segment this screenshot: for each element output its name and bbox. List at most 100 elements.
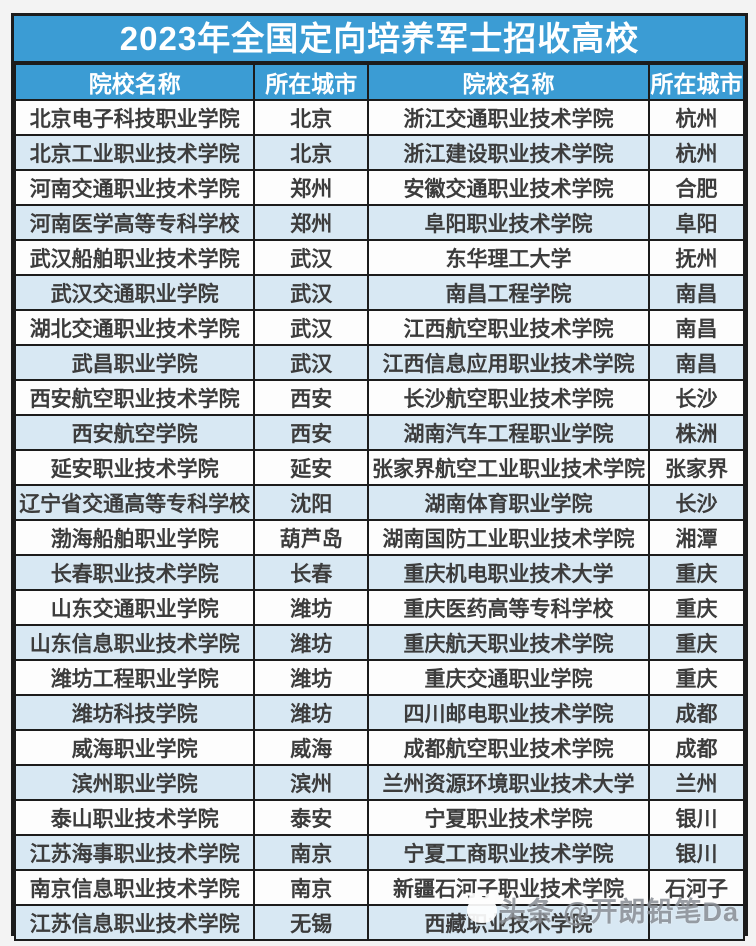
table-row: 武昌职业学院 武汉 江西信息应用职业技术学院 南昌 xyxy=(13,344,746,381)
college-name-cell: 河南医学高等专科学校 xyxy=(13,204,256,241)
header-college-right: 院校名称 xyxy=(367,63,650,101)
city-cell: 兰州 xyxy=(647,764,746,801)
city-cell: 银川 xyxy=(647,799,746,836)
city-cell: 沈阳 xyxy=(253,484,370,521)
college-name-cell: 成都航空职业技术学院 xyxy=(367,729,650,766)
city-cell: 抚州 xyxy=(647,239,746,276)
table-row: 江苏海事职业技术学院 南京 宁夏工商职业技术学院 银川 xyxy=(13,834,746,871)
college-name-cell: 西安航空职业技术学院 xyxy=(13,379,256,416)
college-name-cell: 滨州职业学院 xyxy=(13,764,256,801)
college-name-cell: 山东交通职业学院 xyxy=(13,589,256,626)
city-cell: 北京 xyxy=(253,99,370,136)
city-cell: 泰安 xyxy=(253,799,370,836)
college-name-cell: 江西航空职业技术学院 xyxy=(367,309,650,346)
city-cell: 南京 xyxy=(253,869,370,906)
city-cell: 长沙 xyxy=(647,484,746,521)
city-cell: 郑州 xyxy=(253,169,370,206)
college-name-cell: 河南交通职业技术学院 xyxy=(13,169,256,206)
table-row: 河南医学高等专科学校 郑州 阜阳职业技术学院 阜阳 xyxy=(13,204,746,241)
college-name-cell: 潍坊科技学院 xyxy=(13,694,256,731)
city-cell: 郑州 xyxy=(253,204,370,241)
college-name-cell: 宁夏职业技术学院 xyxy=(367,799,650,836)
table-row: 滨州职业学院 滨州 兰州资源环境职业技术大学 兰州 xyxy=(13,764,746,801)
city-cell: 合肥 xyxy=(647,169,746,206)
city-cell: 重庆 xyxy=(647,554,746,591)
table-row: 西安航空职业技术学院 西安 长沙航空职业技术学院 长沙 xyxy=(13,379,746,416)
city-cell: 重庆 xyxy=(647,624,746,661)
table-row: 河南交通职业技术学院 郑州 安徽交通职业技术学院 合肥 xyxy=(13,169,746,206)
city-cell: 南京 xyxy=(253,834,370,871)
city-cell: 延安 xyxy=(253,449,370,486)
table-row: 泰山职业技术学院 泰安 宁夏职业技术学院 银川 xyxy=(13,799,746,836)
recruitment-table: 2023年全国定向培养军士招收高校 院校名称 所在城市 院校名称 所在城市 北京… xyxy=(11,13,748,941)
college-name-cell: 安徽交通职业技术学院 xyxy=(367,169,650,206)
college-name-cell: 重庆航天职业技术学院 xyxy=(367,624,650,661)
college-name-cell: 湖南国防工业职业技术学院 xyxy=(367,519,650,556)
city-cell: 株洲 xyxy=(647,414,746,451)
city-cell: 潍坊 xyxy=(253,659,370,696)
city-cell: 无锡 xyxy=(253,904,370,941)
city-cell: 武汉 xyxy=(253,239,370,276)
colleges-table: 院校名称 所在城市 院校名称 所在城市 北京电子科技职业学院 北京 浙江交通职业技术… xyxy=(13,63,746,941)
table-row: 南京信息职业技术学院 南京 新疆石河子职业技术学院 石河子 xyxy=(13,869,746,906)
city-cell: 西安 xyxy=(253,414,370,451)
city-cell: 重庆 xyxy=(647,659,746,696)
city-cell: 成都 xyxy=(647,729,746,766)
city-cell: 南昌 xyxy=(647,309,746,346)
city-cell: 武汉 xyxy=(253,274,370,311)
college-name-cell: 江苏海事职业技术学院 xyxy=(13,834,256,871)
college-name-cell: 辽宁省交通高等专科学校 xyxy=(13,484,256,521)
college-name-cell: 新疆石河子职业技术学院 xyxy=(367,869,650,906)
college-name-cell: 江西信息应用职业技术学院 xyxy=(367,344,650,381)
college-name-cell: 渤海船舶职业学院 xyxy=(13,519,256,556)
college-name-cell: 北京工业职业技术学院 xyxy=(13,134,256,171)
table-row: 渤海船舶职业学院 葫芦岛 湖南国防工业职业技术学院 湘潭 xyxy=(13,519,746,556)
city-cell: 滨州 xyxy=(253,764,370,801)
city-cell: 长春 xyxy=(253,554,370,591)
table-row: 武汉船舶职业技术学院 武汉 东华理工大学 抚州 xyxy=(13,239,746,276)
college-name-cell: 延安职业技术学院 xyxy=(13,449,256,486)
city-cell: 张家界 xyxy=(647,449,746,486)
header-city-left: 所在城市 xyxy=(253,63,370,101)
city-cell: 南昌 xyxy=(647,274,746,311)
college-name-cell: 江苏信息职业技术学院 xyxy=(13,904,256,941)
college-name-cell: 威海职业学院 xyxy=(13,729,256,766)
college-name-cell: 浙江交通职业技术学院 xyxy=(367,99,650,136)
college-name-cell: 潍坊工程职业学院 xyxy=(13,659,256,696)
city-cell: 北京 xyxy=(253,134,370,171)
city-cell: 石河子 xyxy=(647,869,746,906)
header-row: 院校名称 所在城市 院校名称 所在城市 xyxy=(13,63,746,101)
table-row: 辽宁省交通高等专科学校 沈阳 湖南体育职业学院 长沙 xyxy=(13,484,746,521)
city-cell: 西安 xyxy=(253,379,370,416)
city-cell: 长沙 xyxy=(647,379,746,416)
city-cell: 武汉 xyxy=(253,344,370,381)
college-name-cell: 南昌工程学院 xyxy=(367,274,650,311)
table-row: 山东信息职业技术学院 潍坊 重庆航天职业技术学院 重庆 xyxy=(13,624,746,661)
city-cell: 葫芦岛 xyxy=(253,519,370,556)
college-name-cell: 张家界航空工业职业技术学院 xyxy=(367,449,650,486)
city-cell xyxy=(647,904,746,941)
table-row: 武汉交通职业学院 武汉 南昌工程学院 南昌 xyxy=(13,274,746,311)
table-row: 山东交通职业学院 潍坊 重庆医药高等专科学校 重庆 xyxy=(13,589,746,626)
college-name-cell: 长沙航空职业技术学院 xyxy=(367,379,650,416)
table-row: 潍坊工程职业学院 潍坊 重庆交通职业学院 重庆 xyxy=(13,659,746,696)
college-name-cell: 重庆机电职业技术大学 xyxy=(367,554,650,591)
city-cell: 银川 xyxy=(647,834,746,871)
college-name-cell: 长春职业技术学院 xyxy=(13,554,256,591)
college-name-cell: 重庆医药高等专科学校 xyxy=(367,589,650,626)
city-cell: 威海 xyxy=(253,729,370,766)
city-cell: 杭州 xyxy=(647,99,746,136)
city-cell: 潍坊 xyxy=(253,694,370,731)
table-row: 北京工业职业技术学院 北京 浙江建设职业技术学院 杭州 xyxy=(13,134,746,171)
city-cell: 武汉 xyxy=(253,309,370,346)
college-name-cell: 武昌职业学院 xyxy=(13,344,256,381)
college-name-cell: 泰山职业技术学院 xyxy=(13,799,256,836)
table-row: 长春职业技术学院 长春 重庆机电职业技术大学 重庆 xyxy=(13,554,746,591)
college-name-cell: 南京信息职业技术学院 xyxy=(13,869,256,906)
table-title: 2023年全国定向培养军士招收高校 xyxy=(14,16,745,63)
college-name-cell: 浙江建设职业技术学院 xyxy=(367,134,650,171)
city-cell: 阜阳 xyxy=(647,204,746,241)
college-name-cell: 东华理工大学 xyxy=(367,239,650,276)
college-name-cell: 武汉交通职业学院 xyxy=(13,274,256,311)
